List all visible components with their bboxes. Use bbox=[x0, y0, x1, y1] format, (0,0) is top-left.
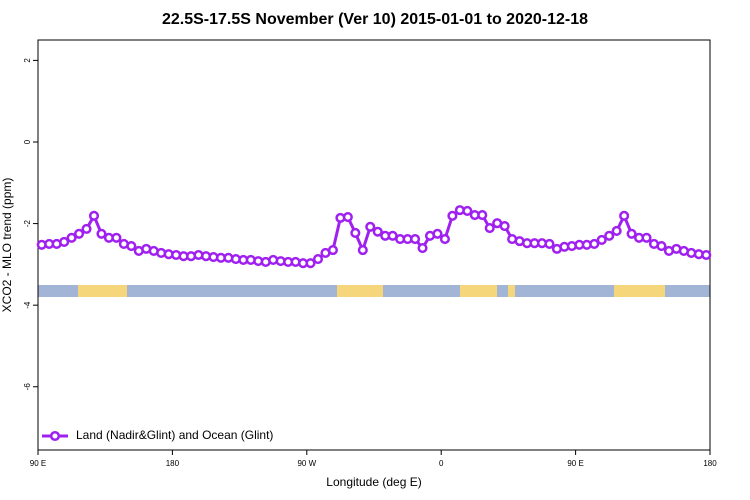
point bbox=[126, 240, 137, 252]
point bbox=[656, 240, 667, 252]
point bbox=[544, 238, 555, 250]
point bbox=[372, 226, 383, 237]
x-tick-label: 0 bbox=[439, 459, 444, 468]
point bbox=[701, 249, 712, 261]
point bbox=[611, 225, 622, 236]
land-band bbox=[337, 285, 383, 297]
point bbox=[342, 212, 353, 223]
point bbox=[484, 223, 495, 234]
point bbox=[365, 221, 376, 232]
land-band bbox=[508, 285, 515, 297]
point bbox=[626, 228, 637, 239]
point bbox=[305, 258, 316, 269]
x-tick-label: 180 bbox=[703, 459, 717, 468]
point bbox=[499, 220, 510, 232]
point bbox=[81, 223, 92, 234]
land-band bbox=[460, 285, 497, 297]
surface-strip bbox=[38, 285, 710, 297]
point bbox=[111, 232, 122, 243]
chart-title: 22.5S-17.5S November (Ver 10) 2015-01-01… bbox=[162, 11, 588, 28]
point bbox=[74, 228, 85, 239]
y-tick-label: -6 bbox=[23, 383, 32, 391]
point bbox=[327, 245, 338, 256]
x-tick-label: 90 W bbox=[297, 459, 316, 468]
y-tick-label: 2 bbox=[23, 58, 32, 63]
point bbox=[604, 230, 615, 241]
x-tick-label: 180 bbox=[166, 459, 180, 468]
legend-marker bbox=[49, 430, 61, 442]
x-tick-label: 90 E bbox=[567, 459, 583, 468]
x-tick-label: 90 E bbox=[30, 459, 46, 468]
point bbox=[66, 232, 77, 243]
point bbox=[589, 238, 600, 250]
point bbox=[312, 254, 324, 265]
point bbox=[410, 234, 421, 245]
point bbox=[350, 227, 361, 239]
legend-label: Land (Nadir&Glint) and Ocean (Glint) bbox=[76, 428, 273, 442]
point bbox=[417, 243, 428, 254]
point bbox=[357, 245, 368, 256]
point bbox=[462, 205, 473, 216]
point bbox=[619, 210, 630, 221]
y-tick-label: -4 bbox=[23, 301, 32, 309]
point bbox=[477, 209, 488, 221]
land-band bbox=[78, 285, 127, 297]
point bbox=[432, 228, 443, 239]
point bbox=[447, 210, 458, 221]
point bbox=[641, 232, 652, 243]
point bbox=[88, 210, 100, 221]
y-tick-label: -2 bbox=[23, 219, 32, 227]
y-tick-label: 0 bbox=[23, 139, 32, 144]
x-axis-label: Longitude (deg E) bbox=[326, 475, 421, 489]
point bbox=[596, 234, 607, 245]
plot-frame bbox=[37, 39, 711, 451]
point bbox=[59, 236, 70, 247]
y-axis-label: XCO2 - MLO trend (ppm) bbox=[0, 178, 14, 313]
land-band bbox=[614, 285, 665, 297]
point bbox=[439, 234, 450, 245]
point bbox=[96, 228, 107, 239]
